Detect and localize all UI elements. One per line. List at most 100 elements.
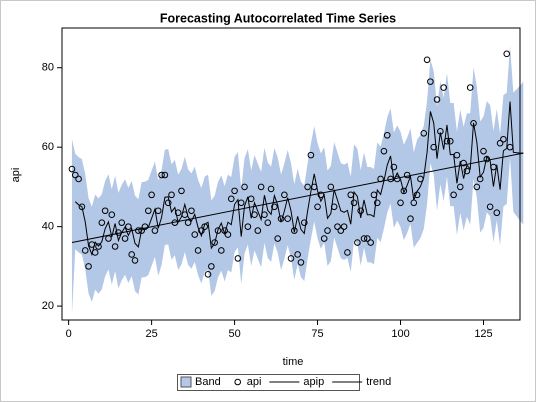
point bbox=[284, 215, 291, 222]
y-tick-label: 60 bbox=[42, 141, 54, 153]
point bbox=[161, 171, 169, 179]
point bbox=[320, 235, 328, 242]
point bbox=[364, 235, 371, 242]
point bbox=[151, 227, 159, 234]
point bbox=[373, 199, 381, 207]
point bbox=[264, 219, 272, 226]
point bbox=[211, 239, 218, 246]
legend-label: trend bbox=[366, 376, 391, 388]
point bbox=[294, 251, 301, 258]
x-axis-label: time bbox=[283, 356, 304, 368]
point bbox=[138, 227, 145, 234]
point bbox=[380, 147, 388, 155]
point bbox=[81, 247, 89, 254]
point bbox=[95, 243, 102, 250]
point bbox=[327, 183, 335, 191]
point bbox=[430, 143, 438, 151]
point bbox=[496, 139, 504, 147]
x-tick-label: 50 bbox=[228, 328, 240, 340]
line bbox=[74, 101, 524, 257]
x-tick-label: 125 bbox=[474, 328, 492, 340]
point bbox=[443, 137, 451, 145]
point bbox=[98, 219, 106, 226]
point bbox=[324, 227, 331, 234]
point bbox=[118, 219, 126, 226]
point bbox=[447, 137, 454, 145]
point bbox=[254, 227, 262, 234]
point bbox=[218, 247, 225, 254]
point bbox=[234, 255, 242, 262]
point bbox=[427, 78, 434, 85]
point bbox=[244, 223, 252, 230]
band bbox=[71, 45, 524, 315]
point bbox=[125, 223, 132, 230]
point bbox=[274, 235, 282, 242]
point bbox=[407, 215, 414, 222]
point bbox=[227, 195, 235, 203]
legend-label: apip bbox=[303, 376, 324, 388]
point bbox=[486, 203, 494, 211]
chart-title: Forecasting Autocorrelated Time Series bbox=[160, 11, 396, 25]
legend-label: Band bbox=[195, 376, 221, 388]
point bbox=[503, 50, 511, 58]
point bbox=[367, 239, 374, 246]
point bbox=[390, 163, 398, 171]
y-tick-label: 20 bbox=[42, 300, 54, 312]
point bbox=[354, 239, 361, 246]
point bbox=[307, 151, 315, 159]
point bbox=[400, 187, 408, 195]
point bbox=[340, 223, 348, 230]
point bbox=[231, 187, 238, 195]
point bbox=[191, 231, 199, 238]
point bbox=[164, 199, 172, 207]
point bbox=[214, 227, 222, 234]
point bbox=[78, 203, 86, 211]
point bbox=[68, 165, 76, 173]
point bbox=[111, 243, 119, 250]
point bbox=[128, 251, 135, 258]
point bbox=[300, 219, 308, 226]
point bbox=[194, 247, 202, 254]
point bbox=[224, 231, 232, 238]
point bbox=[158, 171, 165, 179]
point bbox=[188, 207, 195, 215]
point bbox=[493, 209, 501, 217]
x-tick-label: 0 bbox=[66, 328, 72, 340]
point bbox=[314, 203, 321, 211]
point bbox=[383, 131, 391, 139]
y-tick-label: 80 bbox=[42, 62, 54, 74]
point bbox=[337, 227, 345, 234]
point bbox=[334, 223, 341, 230]
point bbox=[241, 183, 248, 191]
legend-swatch bbox=[180, 376, 192, 388]
point bbox=[168, 191, 175, 199]
x-tick-label: 75 bbox=[311, 328, 323, 340]
point bbox=[360, 235, 368, 242]
point bbox=[85, 263, 92, 270]
point bbox=[101, 207, 109, 215]
point bbox=[204, 271, 212, 278]
plot-frame bbox=[61, 27, 521, 321]
point bbox=[174, 209, 182, 217]
point bbox=[473, 183, 481, 191]
point bbox=[271, 203, 278, 211]
point bbox=[131, 257, 139, 264]
point bbox=[397, 199, 404, 207]
y-tick-label: 40 bbox=[42, 221, 54, 233]
x-tick-label: 25 bbox=[145, 328, 157, 340]
point bbox=[208, 263, 215, 270]
point bbox=[420, 129, 428, 137]
point bbox=[287, 255, 295, 262]
point bbox=[304, 183, 311, 191]
point bbox=[148, 191, 155, 199]
point bbox=[267, 185, 275, 193]
point bbox=[403, 171, 411, 179]
point bbox=[423, 56, 431, 64]
legend-label: api bbox=[247, 376, 262, 388]
point bbox=[357, 207, 364, 215]
point bbox=[433, 96, 441, 103]
point bbox=[178, 187, 185, 195]
point bbox=[71, 171, 79, 179]
point bbox=[108, 211, 116, 219]
